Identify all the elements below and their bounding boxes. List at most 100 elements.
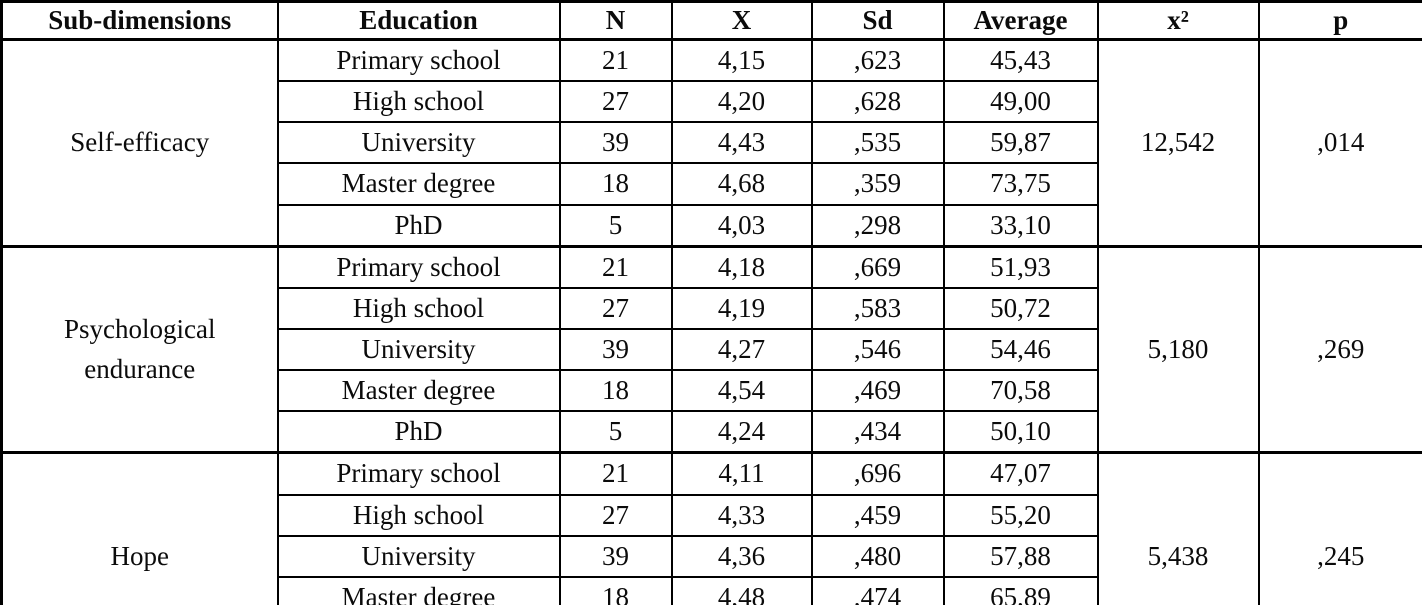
sub-dimension-cell: Self-efficacy xyxy=(0,38,279,248)
sd-cell: ,546 xyxy=(810,327,945,372)
education-cell: Master degree xyxy=(276,575,561,605)
sd-cell: ,696 xyxy=(810,451,945,496)
n-cell: 27 xyxy=(558,493,673,537)
table-row: Master degree 18 4,48 ,474 65,89 xyxy=(2,575,1422,605)
n-cell: 39 xyxy=(558,327,673,372)
n-cell: 39 xyxy=(558,534,673,578)
average-cell: 70,58 xyxy=(942,369,1099,413)
n-cell: 21 xyxy=(558,451,673,496)
x-cell: 4,20 xyxy=(670,80,813,124)
average-cell: 51,93 xyxy=(942,245,1099,289)
education-cell: High school xyxy=(276,80,561,124)
n-cell: 18 xyxy=(558,162,673,206)
header-sub-dimensions: Sub-dimensions xyxy=(0,0,279,41)
x-cell: 4,68 xyxy=(670,162,813,206)
x-cell: 4,03 xyxy=(670,203,813,248)
table-row: Self-efficacy Primary school 21 4,15 ,62… xyxy=(0,38,1422,248)
average-cell: 49,00 xyxy=(942,80,1099,124)
table-header: Sub-dimensions Education N X Sd Average … xyxy=(0,0,1422,41)
header-row: Sub-dimensions Education N X Sd Average … xyxy=(0,0,1422,41)
sd-cell: ,480 xyxy=(810,534,945,578)
average-cell: 73,75 xyxy=(942,162,1099,206)
average-cell: 54,46 xyxy=(942,327,1099,372)
table-row: Hope Primary school 21 4,11 ,696 47,07 5… xyxy=(0,451,1422,605)
table-row: Psychological endurance Primary school 2… xyxy=(0,245,1422,454)
sd-cell: ,459 xyxy=(810,493,945,537)
n-cell: 5 xyxy=(558,410,673,454)
chi-square-cell: 12,542 xyxy=(1096,38,1260,248)
n-cell: 18 xyxy=(558,369,673,413)
table-row: Master degree 18 4,68 ,359 73,75 xyxy=(2,162,1422,206)
table-row: High school 27 4,33 ,459 55,20 xyxy=(2,493,1422,537)
section-psychological-endurance: Psychological endurance Primary school 2… xyxy=(0,245,1422,454)
education-cell: Primary school xyxy=(276,245,561,289)
sd-cell: ,669 xyxy=(810,245,945,289)
table-row: University 39 4,43 ,535 59,87 xyxy=(2,121,1422,165)
x-cell: 4,33 xyxy=(670,493,813,537)
x-cell: 4,24 xyxy=(670,410,813,454)
sd-cell: ,623 xyxy=(810,38,945,83)
x-cell: 4,11 xyxy=(670,451,813,496)
chi-square-cell: 5,180 xyxy=(1096,245,1260,454)
header-n: N xyxy=(558,0,673,41)
education-cell: Primary school xyxy=(276,451,561,496)
table-row: Master degree 18 4,54 ,469 70,58 xyxy=(2,369,1422,413)
n-cell: 18 xyxy=(558,575,673,605)
header-p: p xyxy=(1257,0,1422,41)
p-cell: ,269 xyxy=(1257,245,1422,454)
x-cell: 4,15 xyxy=(670,38,813,83)
n-cell: 27 xyxy=(558,286,673,330)
average-cell: 33,10 xyxy=(942,203,1099,248)
education-cell: Master degree xyxy=(276,369,561,413)
sd-cell: ,359 xyxy=(810,162,945,206)
sd-cell: ,469 xyxy=(810,369,945,413)
table-row: High school 27 4,20 ,628 49,00 xyxy=(2,80,1422,124)
average-cell: 65,89 xyxy=(942,575,1099,605)
average-cell: 57,88 xyxy=(942,534,1099,578)
p-cell: ,014 xyxy=(1257,38,1422,248)
x-cell: 4,36 xyxy=(670,534,813,578)
x-cell: 4,18 xyxy=(670,245,813,289)
education-cell: High school xyxy=(276,493,561,537)
x-cell: 4,54 xyxy=(670,369,813,413)
x-cell: 4,48 xyxy=(670,575,813,605)
sd-cell: ,298 xyxy=(810,203,945,248)
average-cell: 59,87 xyxy=(942,121,1099,165)
education-cell: PhD xyxy=(276,203,561,248)
n-cell: 21 xyxy=(558,245,673,289)
x-cell: 4,19 xyxy=(670,286,813,330)
table-row: University 39 4,27 ,546 54,46 xyxy=(2,327,1422,372)
header-education: Education xyxy=(276,0,561,41)
sd-cell: ,583 xyxy=(810,286,945,330)
education-cell: Master degree xyxy=(276,162,561,206)
table-row: University 39 4,36 ,480 57,88 xyxy=(2,534,1422,578)
n-cell: 27 xyxy=(558,80,673,124)
x-cell: 4,27 xyxy=(670,327,813,372)
table-row: PhD 5 4,24 ,434 50,10 xyxy=(2,410,1422,454)
average-cell: 50,10 xyxy=(942,410,1099,454)
header-chi-square: x² xyxy=(1096,0,1260,41)
sd-cell: ,474 xyxy=(810,575,945,605)
section-hope: Hope Primary school 21 4,11 ,696 47,07 5… xyxy=(0,451,1422,605)
n-cell: 5 xyxy=(558,203,673,248)
n-cell: 21 xyxy=(558,38,673,83)
x-cell: 4,43 xyxy=(670,121,813,165)
header-x: X xyxy=(670,0,813,41)
sub-dimension-cell: Psychological endurance xyxy=(0,245,279,454)
education-cell: University xyxy=(276,327,561,372)
chi-square-cell: 5,438 xyxy=(1096,451,1260,605)
table-row: High school 27 4,19 ,583 50,72 xyxy=(2,286,1422,330)
n-cell: 39 xyxy=(558,121,673,165)
education-cell: Primary school xyxy=(276,38,561,83)
education-cell: High school xyxy=(276,286,561,330)
sd-cell: ,628 xyxy=(810,80,945,124)
education-cell: University xyxy=(276,534,561,578)
sd-cell: ,535 xyxy=(810,121,945,165)
average-cell: 45,43 xyxy=(942,38,1099,83)
average-cell: 50,72 xyxy=(942,286,1099,330)
average-cell: 47,07 xyxy=(942,451,1099,496)
education-cell: University xyxy=(276,121,561,165)
sub-dimension-cell: Hope xyxy=(0,451,279,605)
